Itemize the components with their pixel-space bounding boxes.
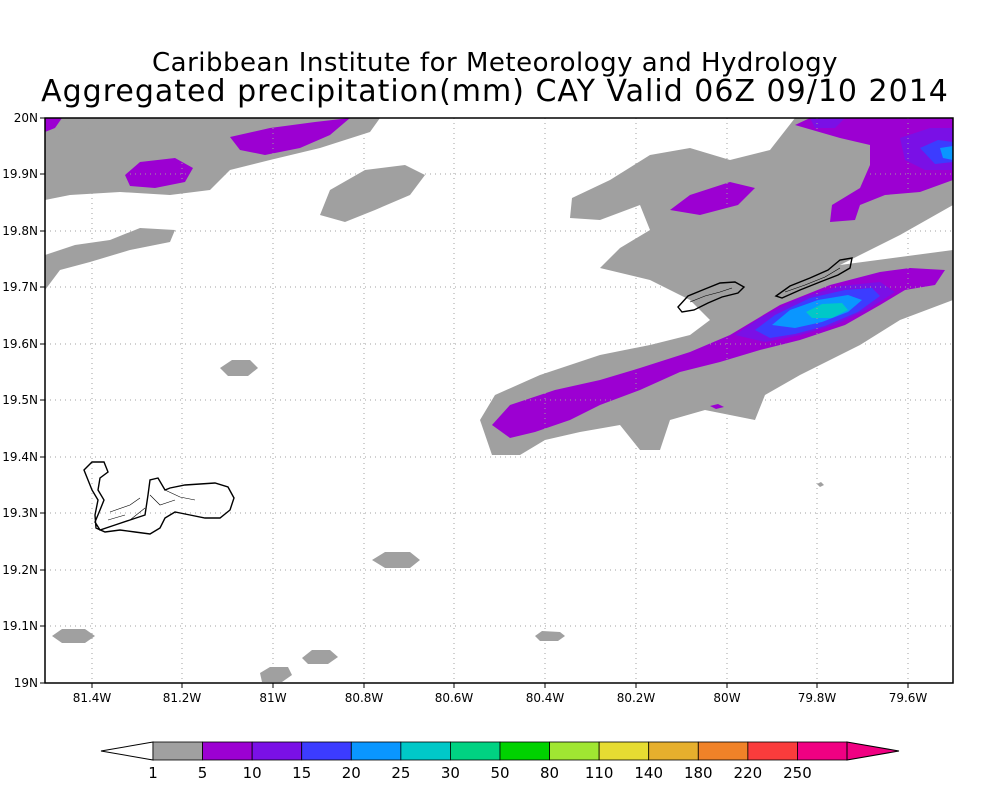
- colorbar-label: 1: [148, 764, 158, 782]
- colorbar-box: [450, 741, 501, 761]
- colorbar-right-arrow: [846, 741, 900, 761]
- lat-tick-label: 20N: [14, 111, 38, 125]
- lon-tick-label: 81W: [259, 691, 286, 705]
- precip-area-north-central: [320, 165, 425, 222]
- colorbar-label: 50: [490, 764, 509, 782]
- colorbar-box: [301, 741, 352, 761]
- lon-tick-label: 79.8W: [798, 691, 837, 705]
- colorbar-boxes: [152, 741, 848, 761]
- colorbar-label: 15: [292, 764, 311, 782]
- colorbar-box: [697, 741, 749, 761]
- colorbar-label: 140: [634, 764, 663, 782]
- colorbar-box: [499, 741, 550, 761]
- colorbar-label: 250: [783, 764, 812, 782]
- precip-purple-ne-small: [670, 182, 755, 215]
- colorbar-box: [350, 741, 402, 761]
- lat-tick-label: 19.2N: [2, 563, 38, 577]
- colorbar-label: 30: [441, 764, 460, 782]
- precip-area-south-2: [302, 650, 338, 664]
- islands: [83, 257, 853, 535]
- chart-title-line1: Caribbean Institute for Meteorology and …: [152, 48, 838, 78]
- precip-purple-dot: [710, 404, 724, 409]
- lat-tick-label: 19.6N: [2, 337, 38, 351]
- precip-purple-blob: [125, 158, 193, 188]
- lat-ticks: 20N 19.9N 19.8N 19.7N 19.6N 19.5N 19.4N …: [2, 111, 45, 690]
- precip-area-southwest: [52, 629, 95, 643]
- island-little-cayman-interior: [689, 287, 733, 303]
- lon-tick-label: 81.4W: [73, 691, 112, 705]
- precip-area-south-1: [372, 552, 420, 568]
- lon-ticks: 81.4W 81.2W 81W 80.8W 80.6W 80.4W 80.2W …: [73, 683, 928, 705]
- map-grid: [45, 118, 953, 683]
- precip-purple-north: [230, 118, 350, 155]
- precip-purple-nw: [45, 118, 62, 132]
- colorbar-left-arrow: [100, 741, 154, 761]
- precip-lightblue-ne: [940, 146, 953, 160]
- colorbar-box: [400, 741, 451, 761]
- lon-tick-label: 80.6W: [435, 691, 474, 705]
- lon-tick-label: 79.6W: [889, 691, 928, 705]
- precip-cyan-peak: [806, 303, 848, 318]
- chart-title-line2: Aggregated precipitation(mm) CAY Valid 0…: [41, 74, 949, 109]
- colorbar-labels: 1 5 10 15 20 25 30 50 80 110 140 180 220 250: [148, 764, 812, 782]
- lon-tick-label: 81.2W: [163, 691, 202, 705]
- colorbar-label: 25: [391, 764, 410, 782]
- island-grand-cayman-interior: [107, 489, 196, 521]
- colorbar-box: [549, 741, 600, 761]
- precip-area-west-small: [220, 360, 258, 376]
- lat-tick-label: 19N: [14, 676, 38, 690]
- precip-area-south-4: [535, 631, 565, 641]
- colorbar-box: [152, 741, 203, 761]
- colorbar: 1 5 10 15 20 25 30 50 80 110 140 180 220 250: [100, 741, 900, 782]
- lat-tick-label: 19.3N: [2, 506, 38, 520]
- colorbar-label: 220: [734, 764, 763, 782]
- precip-area-northwest-2: [45, 124, 140, 165]
- colorbar-box: [598, 741, 650, 761]
- colorbar-box: [202, 741, 253, 761]
- colorbar-box: [747, 741, 798, 761]
- precipitation-field: [45, 118, 953, 682]
- precip-speck: [817, 482, 824, 487]
- lat-tick-label: 19.4N: [2, 450, 38, 464]
- precip-25-30mm: [806, 303, 848, 318]
- lat-tick-label: 19.9N: [2, 167, 38, 181]
- lat-tick-label: 19.1N: [2, 619, 38, 633]
- island-grand-cayman: [83, 461, 235, 535]
- lat-tick-label: 19.8N: [2, 224, 38, 238]
- island-little-cayman: [677, 281, 746, 313]
- colorbar-label: 10: [243, 764, 262, 782]
- precip-area-south-3: [260, 667, 292, 682]
- colorbar-box: [251, 741, 303, 761]
- colorbar-box: [797, 741, 848, 761]
- island-cayman-brac-interior: [784, 267, 841, 293]
- colorbar-label: 110: [585, 764, 614, 782]
- precip-area-west: [45, 228, 175, 290]
- lon-tick-label: 80.4W: [526, 691, 565, 705]
- colorbar-label: 5: [198, 764, 208, 782]
- lat-tick-label: 19.5N: [2, 393, 38, 407]
- lat-tick-label: 19.7N: [2, 280, 38, 294]
- lon-tick-label: 80W: [713, 691, 740, 705]
- island-cayman-brac: [774, 257, 853, 299]
- colorbar-label: 20: [342, 764, 361, 782]
- lon-tick-label: 80.2W: [617, 691, 656, 705]
- colorbar-label: 180: [684, 764, 713, 782]
- precip-1-5mm: [45, 118, 953, 682]
- precip-area-east-band: [480, 118, 953, 455]
- colorbar-label: 80: [540, 764, 559, 782]
- colorbar-box: [648, 741, 699, 761]
- lon-tick-label: 80.8W: [345, 691, 384, 705]
- precip-violet-top: [810, 118, 845, 128]
